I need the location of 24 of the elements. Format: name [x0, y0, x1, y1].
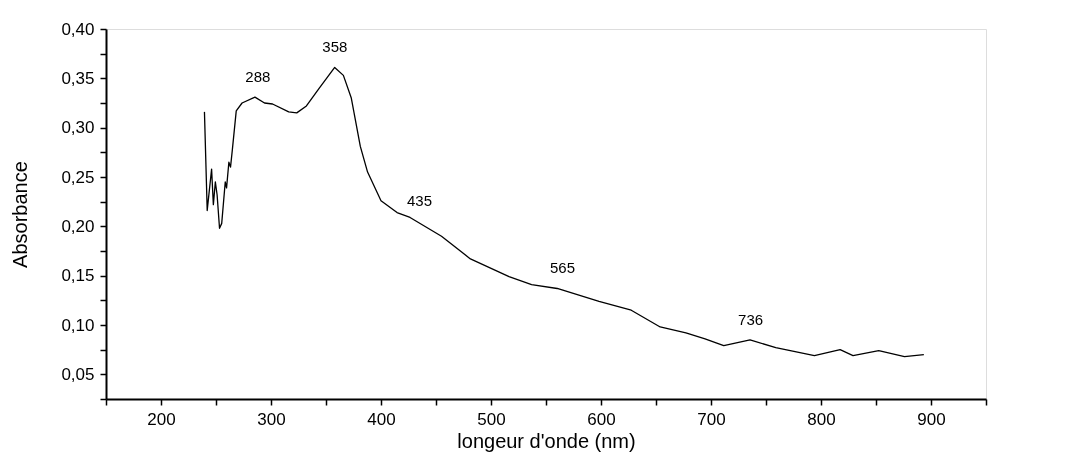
line-series [203, 66, 925, 358]
annotation: 736 [738, 310, 764, 328]
x-axis-title: longeur d'onde (nm) [457, 429, 636, 452]
y-tick-label: 0,15 [61, 266, 95, 286]
annotation: 288 [245, 68, 271, 86]
x-tick-label: 200 [147, 409, 176, 429]
annotation: 358 [322, 38, 348, 56]
x-tick-label: 500 [477, 409, 506, 429]
x-tick-label: 900 [917, 409, 946, 429]
x-tick-label: 400 [367, 409, 396, 429]
y-tick-label: 0,10 [61, 315, 95, 335]
y-tick-label: 0,35 [61, 68, 95, 88]
y-tick-label: 0,25 [61, 167, 95, 187]
y-axis-title: Absorbance [9, 161, 32, 268]
y-tick-label: 0,20 [61, 216, 95, 236]
annotation: 565 [549, 259, 576, 277]
x-tick-label: 800 [807, 409, 836, 429]
y-tick-label: 0,40 [61, 19, 95, 39]
annotation: 435 [406, 192, 433, 210]
x-tick-label: 300 [257, 409, 286, 429]
x-tick-label: 700 [697, 409, 726, 429]
x-tick-label: 600 [587, 409, 616, 429]
y-tick-label: 0,05 [61, 364, 95, 384]
y-tick-label: 0,30 [61, 118, 95, 138]
